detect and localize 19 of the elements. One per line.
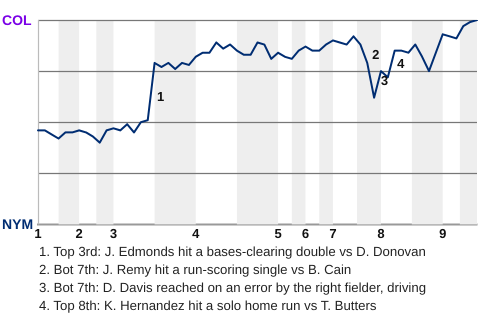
x-tick-label: 3 [110,226,118,241]
text: 2. Bot 7th: J. Remy hit a run-scoring single vs B. Cain [39,261,352,279]
text: COL [2,12,32,28]
annotation: 4 [397,56,404,71]
x-tick-label: 2 [76,226,83,241]
x-tick-label: 7 [329,226,337,241]
x-tick-label: 9 [439,226,446,241]
annotation: 1 [156,88,164,104]
text: 3. Bot 7th: D. Davis reached on an error by the right fielder, driving [39,279,426,297]
text: 4. Top 8th: K. Hernandez hit a solo home run vs T. Butters [39,297,378,315]
annotation: 3 [380,73,388,88]
text: 1. Top 3rd: J. Edmonds hit a bases-clearing double vs D. Donovan [39,243,426,261]
x-tick-label: 1 [34,226,42,241]
annotation: 2 [372,47,380,62]
x-tick-label: 5 [274,226,282,241]
text: NYM [2,216,34,232]
x-tick-label: 4 [192,226,200,241]
x-tick-label: 8 [377,226,385,241]
x-tick-label: 6 [302,226,310,241]
